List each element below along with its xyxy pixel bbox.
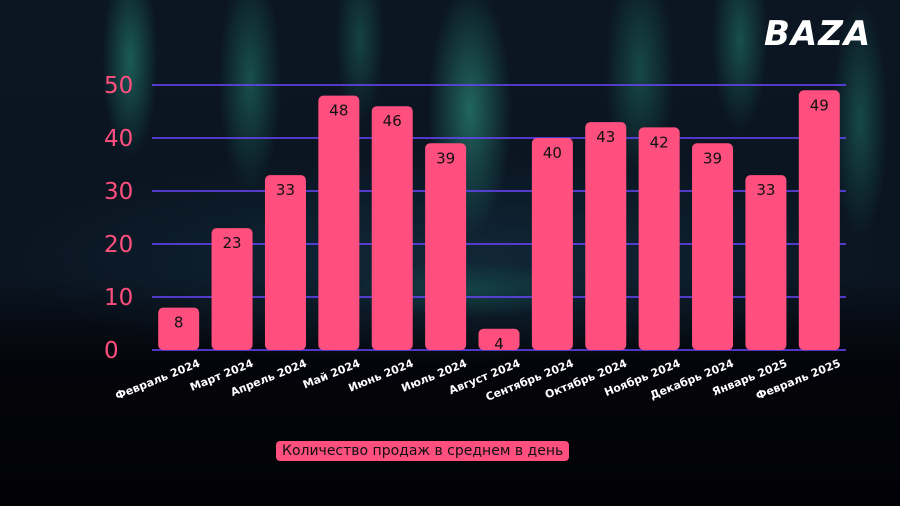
bar-value-label: 33 xyxy=(276,181,295,199)
bar-value-labels: 8 23 33 48 46 39 4 40 43 42 39 33 49 xyxy=(174,96,829,353)
bar-value-label: 43 xyxy=(596,128,615,146)
y-tick-label: 30 xyxy=(104,179,133,205)
bar-value-label: 23 xyxy=(223,234,242,252)
bars xyxy=(158,90,840,351)
bar xyxy=(585,122,627,350)
y-tick-label: 40 xyxy=(104,126,133,152)
bar-value-label: 39 xyxy=(436,149,455,167)
bar-value-label: 39 xyxy=(703,149,722,167)
bar-value-label: 46 xyxy=(383,112,402,130)
y-tick-label: 20 xyxy=(104,232,133,258)
y-tick-label: 0 xyxy=(104,338,119,364)
bar xyxy=(798,90,840,351)
bar-value-label: 33 xyxy=(756,181,775,199)
y-axis-ticks: 0 10 20 30 40 50 xyxy=(104,73,133,364)
x-tick-label: Февраль 2024 xyxy=(113,357,202,403)
bar-value-label: 4 xyxy=(494,335,504,353)
y-tick-label: 10 xyxy=(104,285,133,311)
bar xyxy=(425,143,467,350)
chart-caption: Количество продаж в среднем в день xyxy=(276,441,570,461)
bar-value-label: 40 xyxy=(543,144,562,162)
bar xyxy=(478,328,520,350)
grid-lines xyxy=(152,84,846,351)
y-tick-label: 50 xyxy=(104,73,133,99)
bar xyxy=(692,143,734,350)
bar-value-label: 49 xyxy=(810,96,829,114)
bar-value-label: 42 xyxy=(650,133,669,151)
bar xyxy=(745,175,787,350)
bar xyxy=(371,106,413,350)
brand-logo: BAZA xyxy=(764,14,872,54)
bar xyxy=(211,228,253,350)
bar-value-label: 48 xyxy=(329,102,348,120)
bar xyxy=(638,127,680,351)
bar xyxy=(531,138,573,350)
bar-value-label: 8 xyxy=(174,314,184,332)
bar xyxy=(318,95,360,350)
bar xyxy=(264,175,306,350)
bar xyxy=(158,307,200,350)
